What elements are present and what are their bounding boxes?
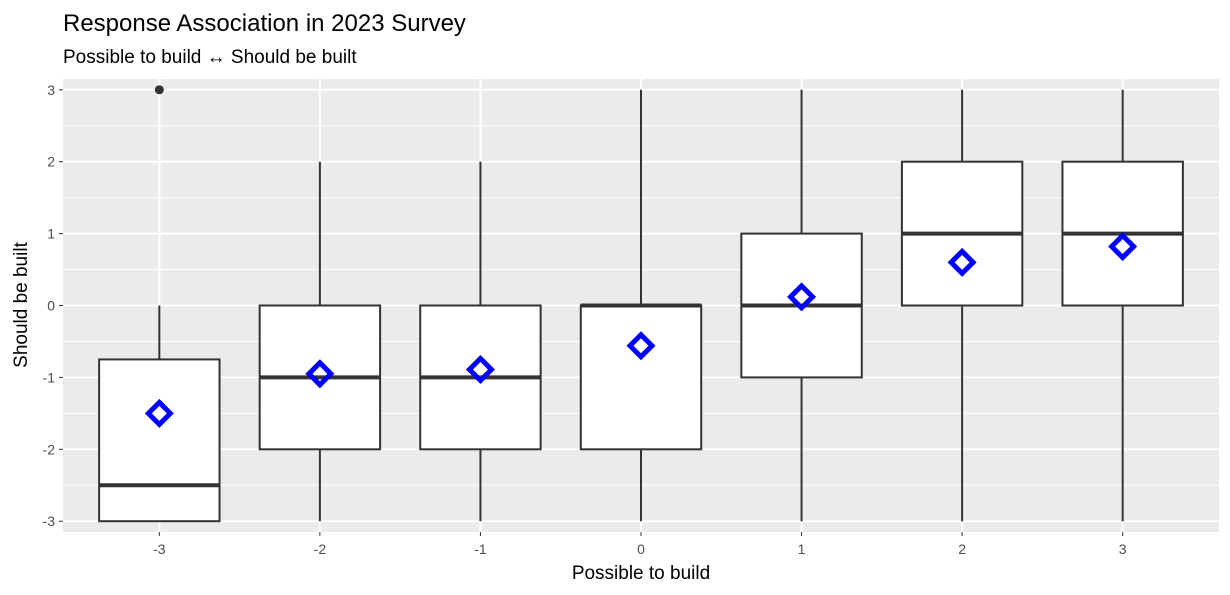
y-tick-label: -3 — [43, 513, 56, 529]
y-axis-ticks: -3 -2 -1 0 1 2 3 — [43, 82, 63, 529]
box-group--3 — [98, 85, 221, 523]
mean-marker — [465, 354, 495, 385]
chart-subtitle: Possible to build ↔ Should be built — [63, 47, 357, 68]
y-tick-label: 2 — [47, 154, 55, 170]
box-group-1 — [740, 89, 863, 522]
y-tick-label: 0 — [47, 298, 55, 314]
x-tick-label: 0 — [637, 541, 645, 557]
x-tick-label: 2 — [958, 541, 966, 557]
chart-title: Response Association in 2023 Survey — [63, 10, 466, 37]
mean-marker — [787, 282, 817, 312]
y-tick-label: -1 — [43, 369, 56, 385]
boxes — [98, 85, 1184, 523]
x-axis-ticks: -3 -2 -1 0 1 2 3 — [153, 532, 1127, 557]
outlier-point — [154, 85, 164, 95]
x-tick-label: -2 — [314, 541, 327, 557]
x-tick-label: -1 — [474, 541, 487, 557]
box-group-3 — [1061, 89, 1184, 522]
y-tick-label: 3 — [47, 82, 55, 98]
x-tick-label: -3 — [153, 541, 166, 557]
box-group--1 — [419, 161, 542, 522]
mean-marker — [626, 331, 656, 361]
box-group--2 — [258, 161, 382, 522]
box — [98, 358, 221, 523]
y-tick-label: -2 — [43, 441, 56, 457]
x-axis-title: Possible to build — [572, 563, 710, 584]
box — [579, 304, 703, 451]
x-tick-label: 3 — [1119, 541, 1127, 557]
mean-marker — [1108, 232, 1138, 262]
box-group-0 — [579, 89, 703, 522]
mean-marker — [144, 398, 174, 428]
y-tick-label: 1 — [47, 226, 55, 242]
box-group-2 — [900, 89, 1024, 522]
x-tick-label: 1 — [798, 541, 806, 557]
mean-marker — [305, 359, 335, 389]
y-axis-title: Should be built — [11, 241, 32, 367]
mean-marker — [947, 247, 977, 277]
